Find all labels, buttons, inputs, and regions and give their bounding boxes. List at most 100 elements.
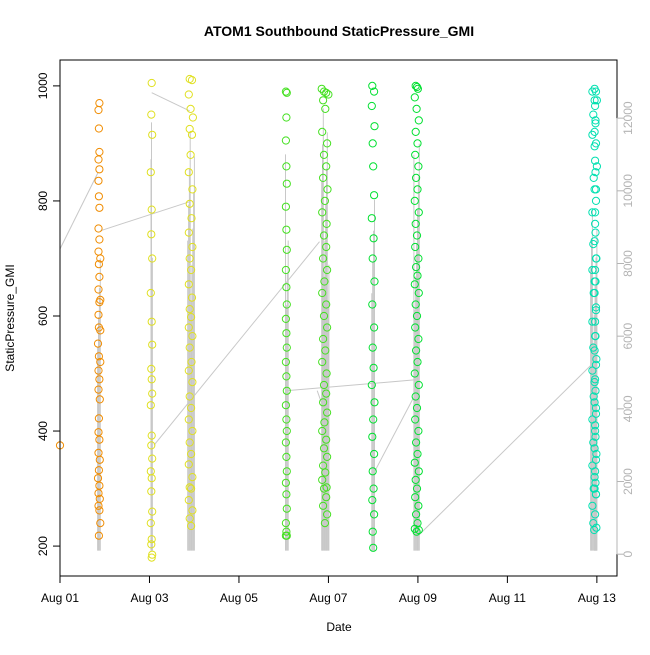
data-point	[94, 260, 104, 269]
data-point	[95, 435, 104, 444]
y2-tick-label: 6000	[621, 322, 635, 349]
data-point	[411, 242, 420, 252]
data-point	[323, 452, 332, 461]
y2-tick-label: 12000	[621, 101, 635, 135]
y2-tick-label: 8000	[621, 250, 635, 277]
data-point	[96, 519, 105, 528]
data-point	[589, 438, 598, 447]
data-point	[282, 113, 291, 122]
data-point	[187, 449, 196, 459]
data-point	[414, 501, 423, 510]
data-point	[588, 87, 597, 96]
data-point	[282, 225, 291, 234]
data-point	[411, 415, 420, 424]
data-point	[94, 385, 103, 394]
data-point	[187, 214, 196, 223]
data-point	[591, 116, 600, 125]
data-point	[370, 398, 379, 407]
data-point	[367, 101, 376, 111]
data-point	[410, 280, 419, 289]
secondary-line-connector	[100, 201, 190, 232]
y2-tick-label: 0	[621, 551, 635, 558]
data-point	[147, 441, 156, 450]
data-point	[368, 139, 377, 148]
data-point	[147, 553, 156, 562]
y2-tick-label: 2000	[621, 468, 635, 495]
data-point	[591, 208, 600, 217]
data-point	[319, 254, 328, 263]
data-point	[590, 346, 599, 355]
data-point	[95, 506, 104, 515]
data-point	[96, 295, 105, 304]
data-point	[370, 122, 379, 131]
data-point	[184, 415, 193, 424]
data-point	[411, 300, 420, 309]
data-point	[319, 150, 329, 159]
data-point	[282, 467, 291, 476]
data-point	[591, 432, 600, 441]
data-point	[319, 231, 329, 240]
data-point	[588, 317, 597, 326]
data-point	[93, 474, 103, 483]
data-point	[411, 127, 420, 136]
data-point	[318, 127, 327, 136]
secondary-line-connector	[153, 241, 320, 446]
data-point	[370, 323, 379, 332]
data-point	[591, 139, 601, 148]
data-point	[591, 478, 600, 487]
data-point	[146, 401, 155, 410]
data-point	[592, 523, 601, 532]
data-point	[281, 401, 290, 410]
data-point	[281, 87, 290, 96]
data-point	[187, 521, 196, 531]
data-point	[94, 366, 103, 375]
data-point	[589, 173, 598, 182]
data-point	[282, 386, 291, 395]
data-point	[282, 504, 291, 513]
x-tick-label: Aug 11	[489, 591, 526, 605]
data-point	[184, 460, 193, 469]
data-point	[412, 403, 422, 413]
data-point	[591, 168, 600, 177]
data-point	[94, 489, 103, 498]
data-point	[319, 398, 328, 407]
data-point	[95, 203, 104, 212]
data-point	[414, 254, 423, 263]
data-point	[96, 326, 105, 335]
data-point	[184, 280, 193, 289]
data-point	[591, 303, 601, 312]
data-point	[590, 484, 599, 493]
data-point	[184, 228, 193, 237]
data-point	[148, 340, 157, 349]
data-point	[320, 519, 329, 528]
y2-tick-label: 10000	[621, 174, 635, 208]
data-point	[281, 265, 290, 275]
data-point	[95, 235, 104, 244]
data-point	[322, 88, 331, 97]
data-point	[413, 84, 422, 93]
data-point	[591, 254, 601, 263]
data-point	[367, 380, 376, 390]
data-point	[282, 372, 291, 381]
data-point	[591, 306, 601, 315]
data-point	[318, 426, 327, 436]
data-point	[318, 357, 327, 367]
data-point	[148, 254, 157, 263]
data-point	[411, 392, 420, 401]
data-point	[322, 389, 331, 398]
data-point	[185, 392, 194, 401]
data-point	[368, 527, 377, 536]
data-point	[319, 484, 329, 493]
data-point	[591, 455, 601, 464]
data-point	[319, 87, 329, 96]
data-point	[588, 501, 597, 510]
data-point	[410, 458, 419, 467]
data-point	[282, 88, 291, 97]
data-point	[413, 357, 422, 367]
x-axis-label: Date	[326, 620, 352, 634]
data-point	[319, 501, 328, 510]
data-point	[591, 332, 600, 341]
data-point	[147, 535, 156, 544]
